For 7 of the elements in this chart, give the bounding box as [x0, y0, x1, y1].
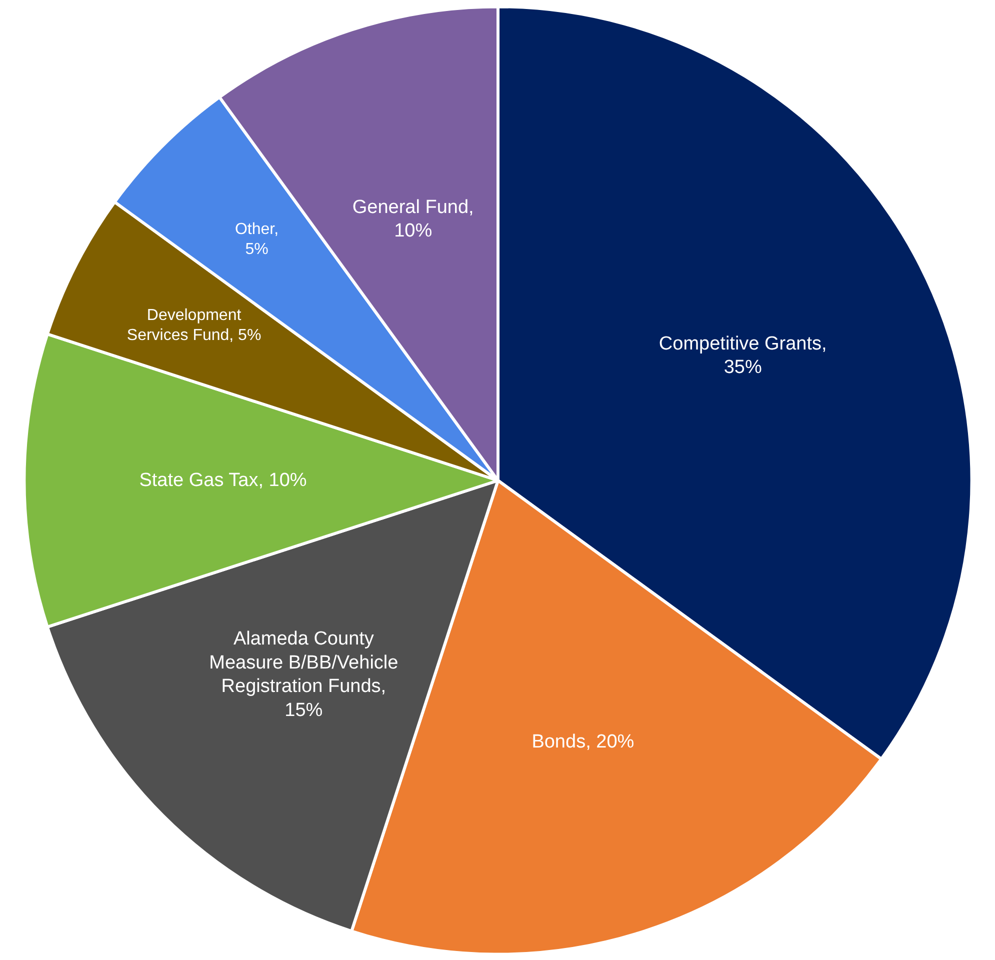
- slice-label: General Fund, 10%: [352, 196, 474, 242]
- slice-label: State Gas Tax, 10%: [139, 470, 307, 491]
- slice-label: Alameda County Measure B/BB/Vehicle Registration Funds, 15%: [209, 628, 398, 721]
- slice-label: Bonds, 20%: [532, 731, 634, 752]
- slice-label: Development Services Fund, 5%: [126, 307, 262, 344]
- slice-label: Other, 5%: [234, 220, 279, 258]
- slice-label: Competitive Grants, 35%: [658, 333, 827, 378]
